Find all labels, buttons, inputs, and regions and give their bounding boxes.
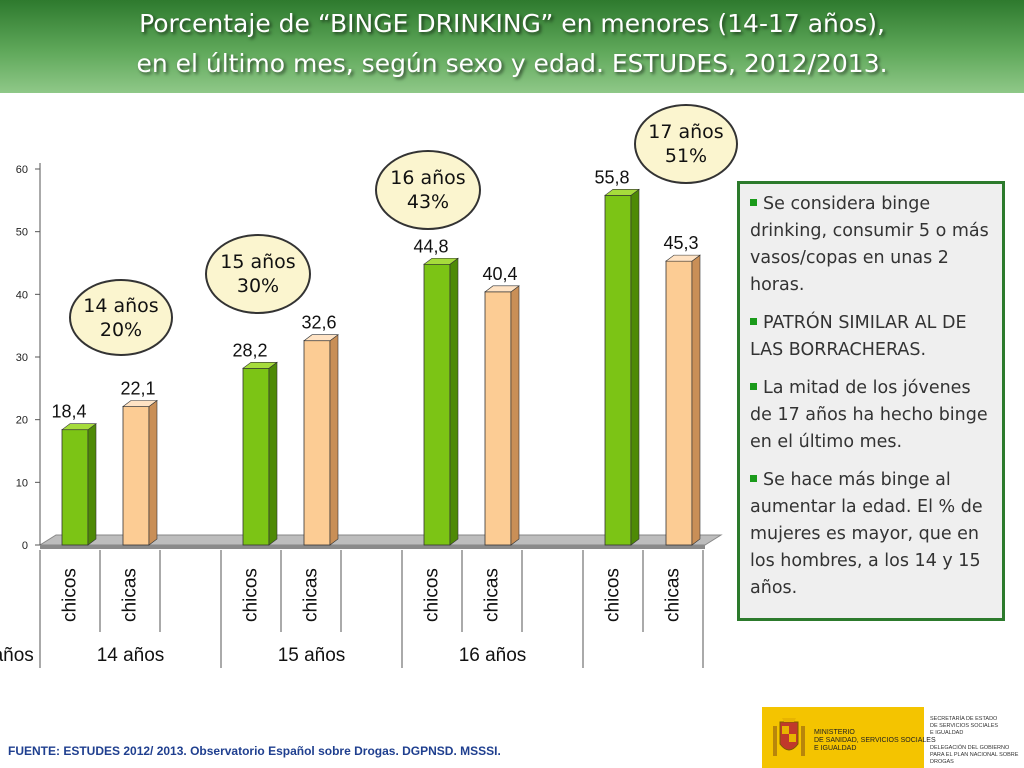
note-item: Se considera binge drinking, consumir 5 … bbox=[750, 191, 994, 299]
age-bubble-15-pct: 30% bbox=[236, 275, 280, 297]
subcategory-label: chicos bbox=[422, 568, 443, 622]
bar-chicas-3 bbox=[484, 291, 512, 546]
y-tick-label: 40 bbox=[16, 289, 28, 301]
y-tick-label: 60 bbox=[16, 164, 28, 176]
subcategory-label: chicas bbox=[301, 568, 322, 622]
note-item: La mitad de los jóvenes de 17 años ha he… bbox=[750, 375, 994, 456]
note-text: Se considera binge drinking, consumir 5 … bbox=[750, 194, 989, 295]
y-tick-label: 50 bbox=[16, 227, 28, 239]
subcategory-label: chicos bbox=[603, 568, 624, 622]
data-label: 18,4 bbox=[51, 402, 86, 422]
square-bullet-icon bbox=[750, 383, 757, 390]
bar-side-chicas-2 bbox=[329, 334, 339, 546]
note-text: Se hace más binge al aumentar la edad. E… bbox=[750, 470, 983, 598]
subcategory-label: chicos bbox=[241, 568, 262, 622]
note-item: PATRÓN SIMILAR AL DE LAS BORRACHERAS. bbox=[750, 310, 994, 364]
y-tick-label: 0 bbox=[22, 540, 28, 552]
bar-chart: 0 10 20 30 40 50 60 18,4 28,2 44,8 55,8 22,1 32,6 40,… bbox=[0, 163, 723, 668]
square-bullet-icon bbox=[750, 318, 757, 325]
data-label: 44,8 bbox=[413, 236, 448, 256]
bar-top-chicos-3 bbox=[423, 257, 459, 265]
age-bubble-14-age: 14 años bbox=[83, 294, 159, 317]
logo-ministry-text: MINISTERIO DE SANIDAD, SERVICIOS SOCIALE… bbox=[814, 729, 936, 752]
slide-header: Porcentaje de “BINGE DRINKING” en menore… bbox=[0, 0, 1024, 93]
square-bullet-icon bbox=[750, 475, 757, 482]
age-bubble-15: 15 años 30% bbox=[205, 234, 311, 314]
logo-secretaria-text: SECRETARÍA DE ESTADO DE SERVICIOS SOCIAL… bbox=[930, 716, 999, 736]
data-label: 28,2 bbox=[232, 340, 267, 360]
bar-side-chicos-4 bbox=[630, 188, 640, 546]
bar-top-chicos-2 bbox=[242, 361, 278, 369]
age-bubble-17-age: 17 años bbox=[648, 121, 724, 143]
bar-chicos-1 bbox=[61, 429, 89, 546]
y-tick-label: 10 bbox=[16, 477, 28, 489]
bar-side-chicas-4 bbox=[691, 254, 701, 546]
bar-side-chicas-1 bbox=[148, 399, 158, 546]
ministry-logo: MINISTERIO DE SANIDAD, SERVICIOS SOCIALE… bbox=[762, 707, 1024, 768]
data-label: 55,8 bbox=[594, 167, 629, 187]
age-bubble-14-pct: 20% bbox=[99, 318, 143, 341]
bar-top-chicos-4 bbox=[604, 189, 640, 196]
square-bullet-icon bbox=[750, 199, 757, 206]
note-item: Se hace más binge al aumentar la edad. E… bbox=[750, 467, 994, 602]
coat-of-arms-icon bbox=[773, 718, 805, 756]
subcategory-label: chicas bbox=[482, 568, 503, 622]
bar-chicos-3 bbox=[423, 263, 451, 546]
age-bubble-15-age: 15 años bbox=[220, 251, 296, 273]
bar-side-chicos-3 bbox=[449, 257, 459, 546]
bar-chicas-1 bbox=[122, 406, 150, 546]
chart-floor-edge bbox=[40, 545, 705, 549]
data-label: 40,4 bbox=[482, 264, 517, 284]
note-text: La mitad de los jóvenes de 17 años ha he… bbox=[750, 378, 988, 452]
notes-box: Se considera binge drinking, consumir 5 … bbox=[737, 181, 1005, 621]
bar-top-chicos-1 bbox=[61, 423, 97, 430]
logo-delegacion-text: DELEGACIÓN DEL GOBIERNO PARA EL PLAN NAC… bbox=[930, 745, 1019, 765]
category-label: 16 años bbox=[459, 645, 527, 666]
bar-chicos-2 bbox=[242, 367, 270, 546]
bar-chicos-4 bbox=[604, 194, 632, 546]
title-line-1: Porcentaje de “BINGE DRINKING” en menore… bbox=[139, 9, 885, 38]
subcategory-label: chicas bbox=[120, 568, 141, 622]
bar-top-chicas-1 bbox=[122, 400, 158, 407]
title-line-2: en el último mes, según sexo y edad. EST… bbox=[136, 49, 888, 78]
category-label: 15 años bbox=[278, 645, 346, 666]
data-label: 32,6 bbox=[301, 313, 336, 333]
source-footer: FUENTE: ESTUDES 2012/ 2013. Observatorio… bbox=[8, 744, 501, 758]
bar-side-chicas-3 bbox=[510, 285, 520, 546]
data-label: 22,1 bbox=[120, 379, 155, 399]
bar-side-chicos-1 bbox=[87, 423, 97, 546]
age-bubble-16: 16 años 43% bbox=[375, 150, 481, 230]
category-label: 17 años bbox=[0, 645, 34, 666]
bar-top-chicas-4 bbox=[665, 254, 701, 262]
bar-top-chicas-3 bbox=[484, 285, 520, 293]
subcategory-label: chicas bbox=[663, 568, 684, 622]
data-label: 45,3 bbox=[663, 233, 698, 253]
bar-chicas-2 bbox=[303, 340, 331, 546]
age-bubble-17-pct: 51% bbox=[664, 145, 708, 167]
bar-top-chicas-2 bbox=[303, 334, 339, 342]
y-tick-label: 30 bbox=[16, 352, 28, 364]
age-bubble-16-age: 16 años bbox=[390, 167, 466, 189]
age-bubble-14: 14 años 20% bbox=[69, 279, 173, 356]
category-label: 14 años bbox=[97, 645, 165, 666]
note-text: PATRÓN SIMILAR AL DE LAS BORRACHERAS. bbox=[750, 313, 967, 360]
bar-side-chicos-2 bbox=[268, 361, 278, 546]
age-bubble-17: 17 años 51% bbox=[634, 104, 738, 184]
subcategory-label: chicos bbox=[60, 568, 81, 622]
bar-chicas-4 bbox=[665, 260, 693, 546]
age-bubble-16-pct: 43% bbox=[406, 191, 450, 213]
y-tick-label: 20 bbox=[16, 415, 28, 427]
